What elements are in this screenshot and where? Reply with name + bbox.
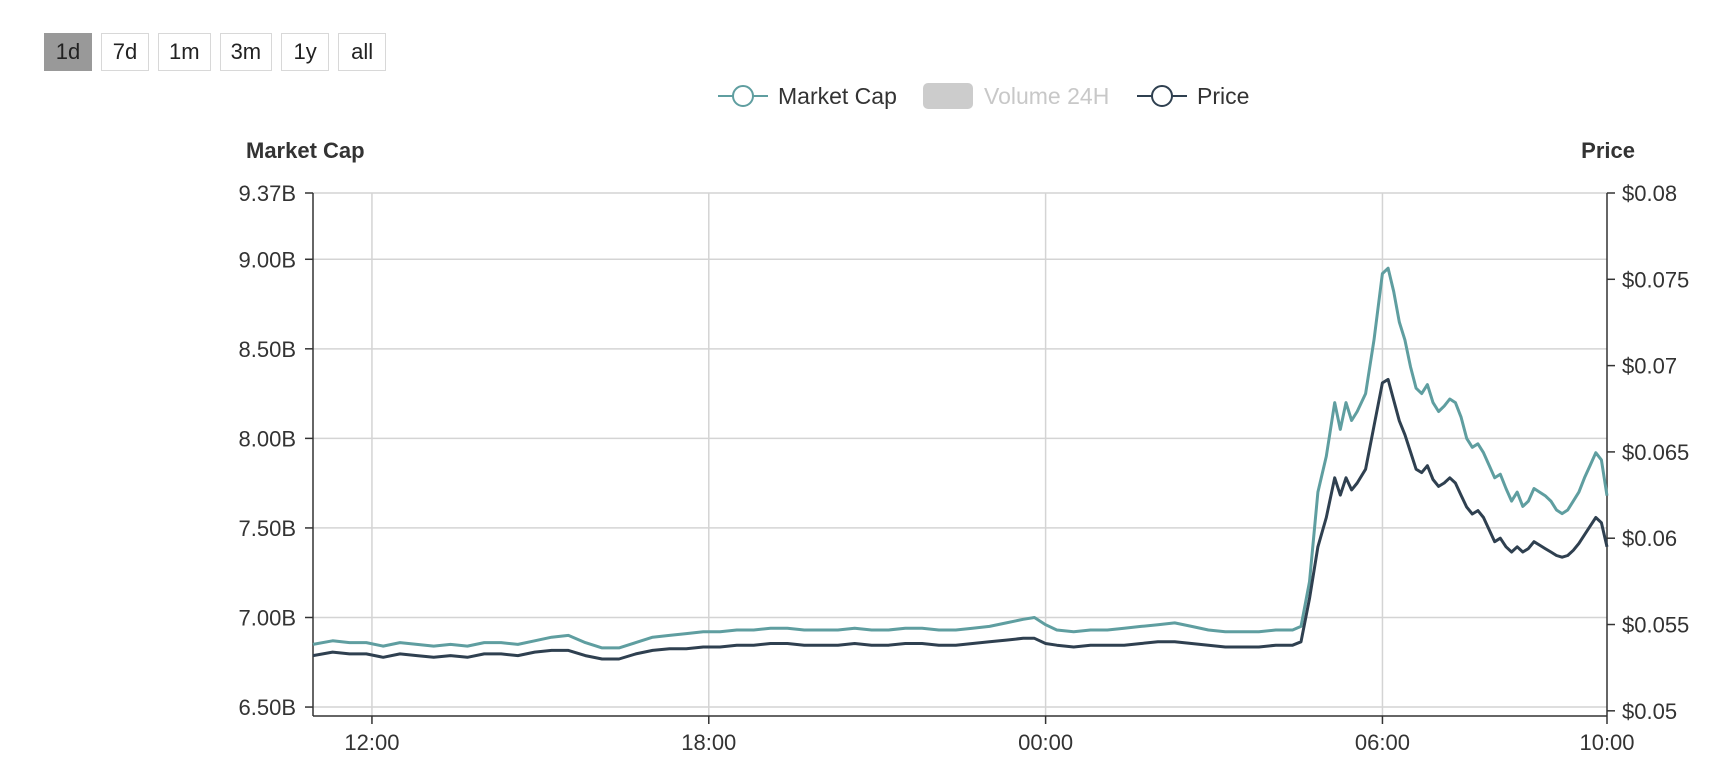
range-button-1d[interactable]: 1d [44,33,92,71]
left-tick-label: 7.00B [239,605,297,630]
legend-item-volume[interactable]: Volume 24H [923,83,1109,109]
left-tick-label: 8.50B [239,337,297,362]
series-line-price [312,377,1609,661]
right-tick-label: $0.07 [1622,354,1677,379]
x-tick-label: 12:00 [344,730,399,755]
range-selector: 1d 7d 1m 3m 1y all [44,33,387,71]
right-tick-label: $0.08 [1622,181,1677,206]
legend-marker-price [1151,85,1173,107]
right-axis-title: Price [1581,138,1635,163]
right-tick-label: $0.075 [1622,267,1689,292]
axes: 9.37B 9.00B 8.50B 8.00B 7.50B 7.00B 6.50B $0.08… [239,181,1690,755]
x-tick-label: 18:00 [681,730,736,755]
legend-marker-volume [923,83,973,109]
series-line-market-cap [312,266,1609,650]
x-tick-label: 00:00 [1018,730,1073,755]
right-tick-label: $0.06 [1622,526,1677,551]
left-axis-title: Market Cap [246,138,365,163]
right-tick-label: $0.055 [1622,613,1689,638]
x-tick-label: 06:00 [1355,730,1410,755]
left-tick-label: 9.00B [239,247,297,272]
chart-legend: Market Cap Volume 24H Price [718,83,1249,109]
legend-label-volume: Volume 24H [984,83,1109,109]
grid [313,192,1607,716]
legend-item-price[interactable]: Price [1137,83,1249,109]
left-tick-label: 8.00B [239,426,297,451]
legend-marker-market-cap [732,85,754,107]
left-tick-label: 9.37B [239,181,297,206]
legend-label-price: Price [1197,83,1249,109]
right-tick-label: $0.05 [1622,699,1677,724]
range-button-7d[interactable]: 7d [101,33,149,71]
legend-label-market-cap: Market Cap [778,83,897,109]
x-tick-label: 10:00 [1579,730,1634,755]
range-button-1m[interactable]: 1m [158,33,211,71]
left-tick-label: 7.50B [239,516,297,541]
right-tick-label: $0.065 [1622,440,1689,465]
left-tick-label: 6.50B [239,695,297,720]
range-button-all[interactable]: all [338,33,387,71]
range-button-1y[interactable]: 1y [281,33,330,71]
range-button-3m[interactable]: 3m [219,33,273,71]
series [312,266,1609,661]
legend-item-market-cap[interactable]: Market Cap [718,83,897,109]
